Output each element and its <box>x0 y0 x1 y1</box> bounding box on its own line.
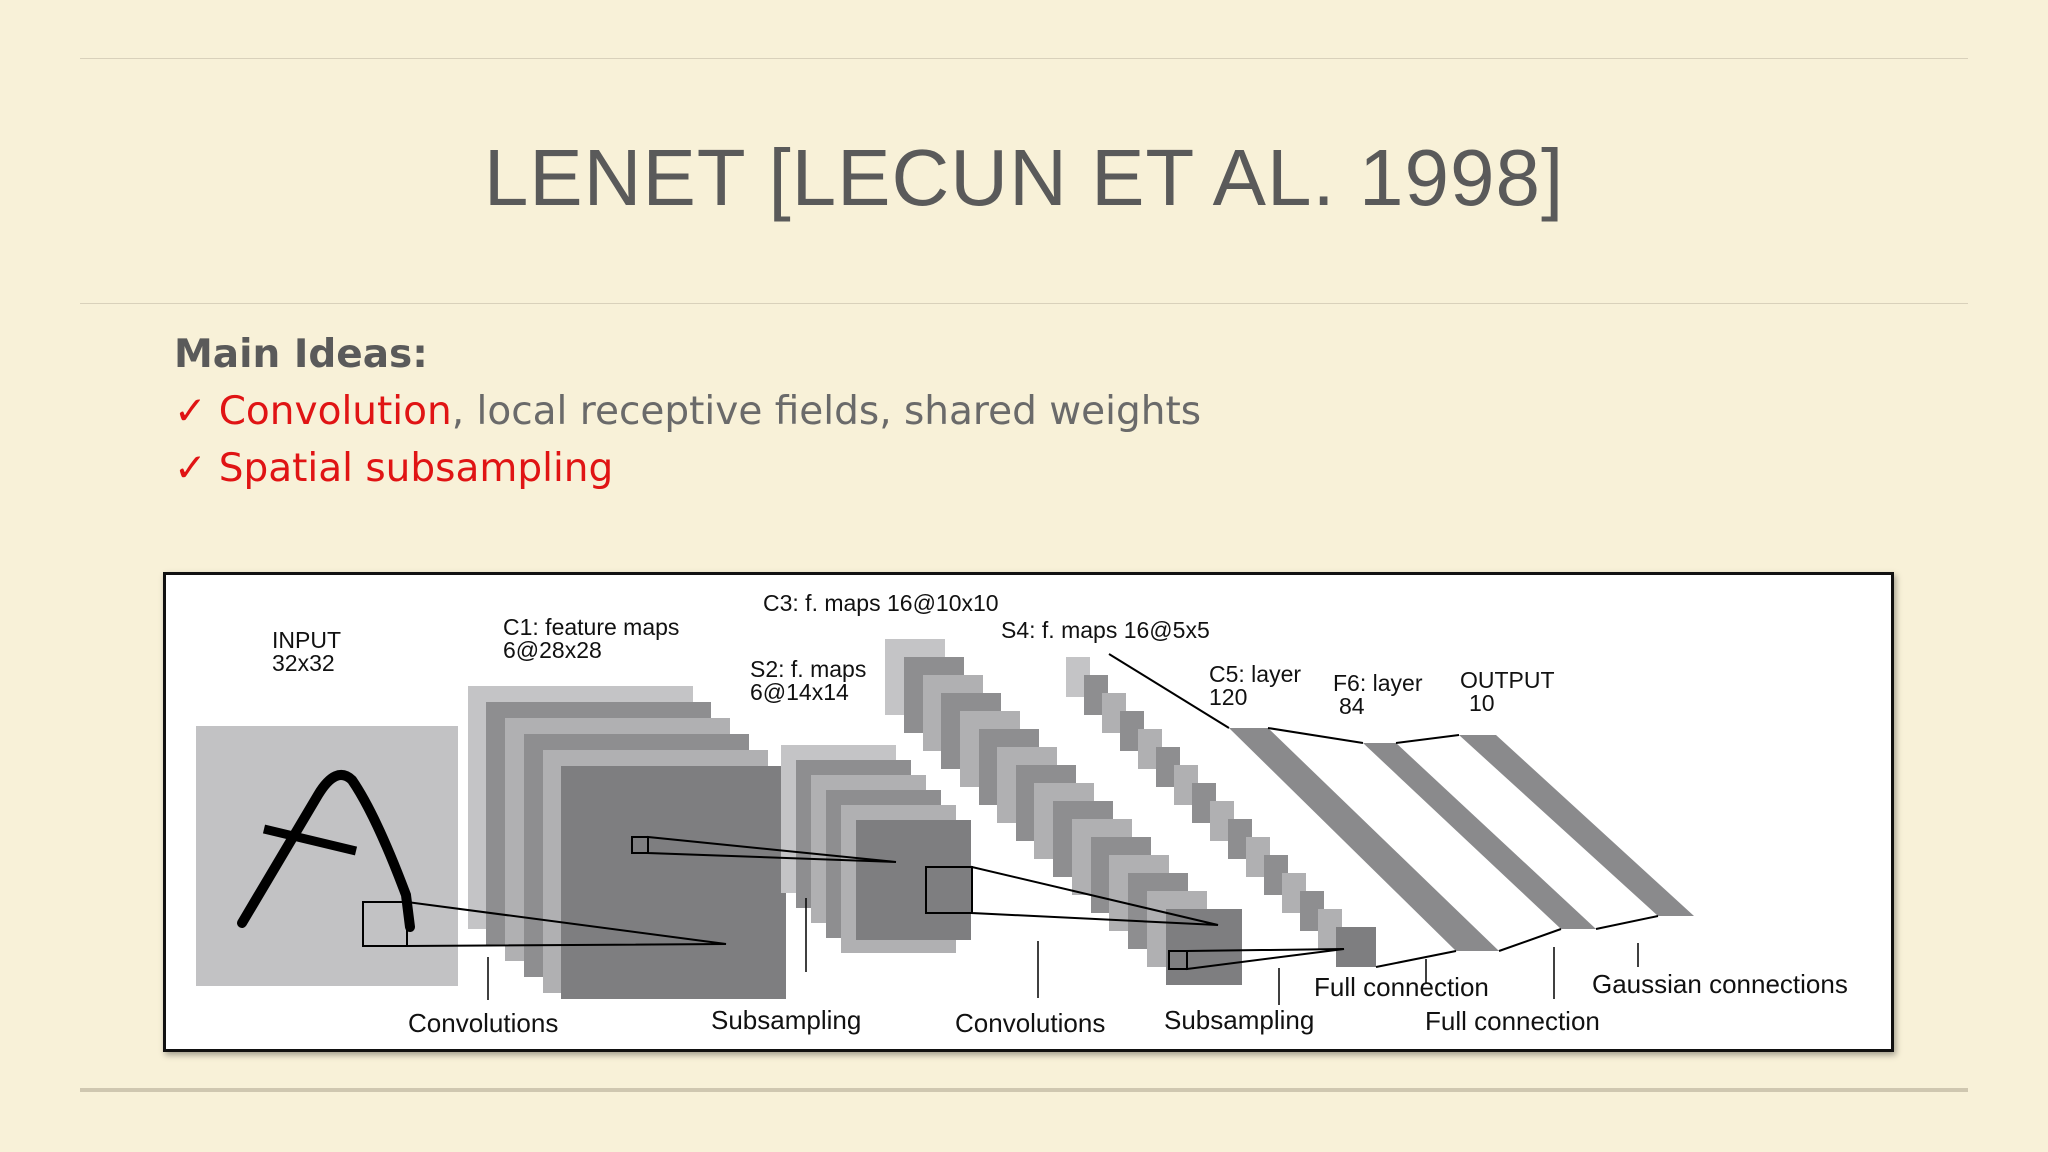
bullet-item: ✓ Spatial subsampling <box>174 440 1201 497</box>
conv1-projection <box>406 900 727 948</box>
connection-lines <box>1108 653 1659 968</box>
s4-maps <box>1066 657 1376 967</box>
slide-title: LENET [LECUN ET AL. 1998] <box>483 133 1565 222</box>
sub1-projection <box>647 835 897 863</box>
checkmark-icon: ✓ <box>174 389 207 434</box>
full-connection-label: Full connection <box>1314 972 1489 1002</box>
checkmark-icon: ✓ <box>174 446 207 491</box>
title-divider <box>80 303 1968 304</box>
main-ideas-heading: Main Ideas: <box>174 332 428 377</box>
bullet-highlight: Convolution <box>218 389 452 434</box>
s2-label: S2: f. maps <box>750 656 866 682</box>
full-connection-label: Full connection <box>1425 1006 1600 1036</box>
input-plane <box>196 726 458 986</box>
conv2-projection <box>971 865 1219 926</box>
c5-size-label: 120 <box>1209 684 1247 710</box>
main-ideas: Main Ideas: ✓ Convolution, local receptiv… <box>174 326 1201 497</box>
c5-label: C5: layer <box>1209 661 1301 687</box>
input-letter-a-bar <box>262 824 358 856</box>
bullet-item: ✓ Convolution, local receptive fields, sh… <box>174 383 1201 440</box>
f6-layer-bar <box>1363 743 1596 929</box>
f6-size-label: 84 <box>1339 693 1365 719</box>
input-size-label: 32x32 <box>272 650 335 676</box>
lenet-diagram: INPUT 32x32 C1: feature maps 6@28x28 S2:… <box>163 572 1894 1052</box>
c5-layer-bar <box>1229 728 1499 951</box>
c1-label: C1: feature maps <box>503 614 679 640</box>
operation-ticks <box>487 898 1639 1005</box>
sub2-projection <box>1186 948 1345 971</box>
subsampling-label: Subsampling <box>711 1005 861 1035</box>
output-size-label: 10 <box>1469 690 1495 716</box>
c3-label: C3: f. maps 16@10x10 <box>763 590 999 616</box>
bottom-divider <box>80 1088 1968 1092</box>
s2-size-label: 6@14x14 <box>750 679 849 705</box>
f6-label: F6: layer <box>1333 670 1423 696</box>
bullet-text: , local receptive fields, shared weights <box>451 389 1202 434</box>
bullet-highlight: Spatial subsampling <box>218 446 614 491</box>
gaussian-connections-label: Gaussian connections <box>1592 969 1848 999</box>
c1-maps <box>468 686 786 999</box>
lenet-architecture-svg: INPUT 32x32 C1: feature maps 6@28x28 S2:… <box>196 590 1848 1038</box>
c1-size-label: 6@28x28 <box>503 637 602 663</box>
output-layer-bar <box>1459 735 1694 916</box>
output-label: OUTPUT <box>1460 667 1555 693</box>
s4-label: S4: f. maps 16@5x5 <box>1001 617 1210 643</box>
convolutions-label: Convolutions <box>955 1008 1105 1038</box>
convolutions-label: Convolutions <box>408 1008 558 1038</box>
input-label: INPUT <box>272 627 341 653</box>
subsampling-label: Subsampling <box>1164 1005 1314 1035</box>
input-letter-a <box>237 770 415 932</box>
top-divider <box>80 58 1968 59</box>
s2-maps <box>781 745 971 953</box>
